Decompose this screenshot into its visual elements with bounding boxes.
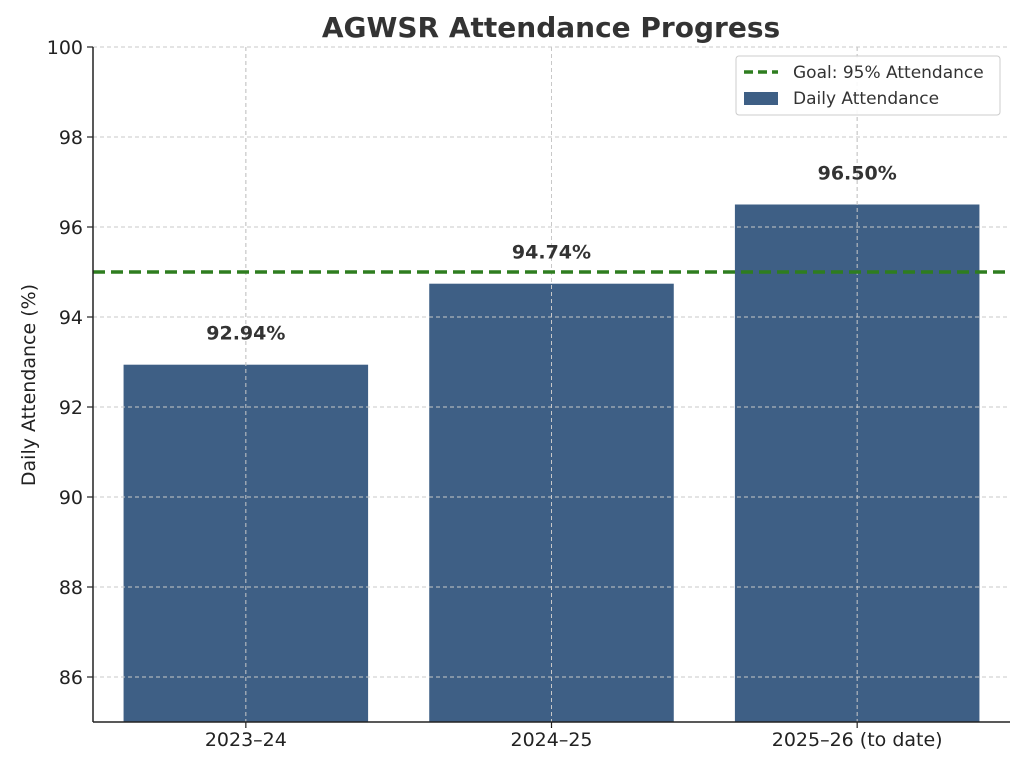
bar-1 — [123, 364, 369, 722]
data-labels: 92.94% 94.74% 96.50% — [206, 163, 896, 345]
legend-goal-label: Goal: 95% Attendance — [793, 63, 984, 83]
y-tick-label: 88 — [59, 577, 83, 599]
y-tick-label: 94 — [59, 307, 83, 329]
legend-box — [735, 55, 1001, 116]
legend: Goal: 95% Attendance Daily Attendance — [735, 55, 1001, 116]
tick-labels: 86 88 90 92 94 96 98 100 2023–24 2024–25 2025–26 (… — [47, 37, 943, 751]
bar-value-label-1: 92.94% — [206, 323, 285, 345]
chart-title: AGWSR Attendance Progress — [322, 11, 780, 44]
y-tick-label: 98 — [59, 127, 83, 149]
legend-bar-label: Daily Attendance — [793, 89, 939, 109]
y-tick-label: 86 — [59, 667, 83, 689]
y-tick-label: 92 — [59, 397, 83, 419]
y-tick-label: 100 — [47, 37, 83, 59]
x-tick-label: 2024–25 — [510, 729, 592, 751]
y-tick-label: 90 — [59, 487, 83, 509]
legend-bar-swatch — [744, 92, 778, 105]
bars — [93, 46, 1010, 722]
x-tick-label: 2025–26 (to date) — [772, 729, 943, 751]
x-tick-label: 2023–24 — [205, 729, 287, 751]
bar-value-label-2: 94.74% — [512, 242, 591, 264]
bar-value-label-3: 96.50% — [818, 163, 897, 185]
y-axis-label: Daily Attendance (%) — [18, 284, 40, 486]
y-tick-label: 96 — [59, 217, 83, 239]
